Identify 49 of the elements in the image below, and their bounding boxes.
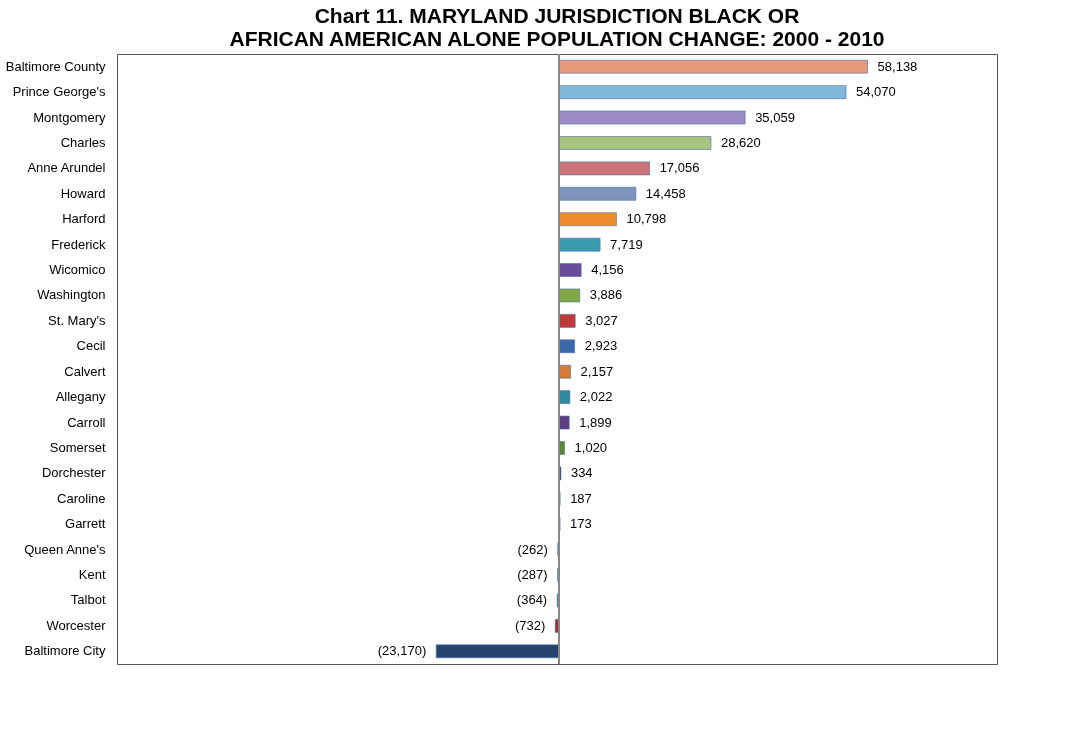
- data-label: 2,923: [584, 338, 618, 354]
- data-label: 2,022: [579, 389, 613, 405]
- y-tick-label: Washington: [37, 287, 106, 303]
- chart-title: Chart 11. MARYLAND JURISDICTION BLACK OR AFRICAN AMERICAN ALONE POPULATION CHANGE: 2000 - 2010: [229, 3, 885, 50]
- y-tick-label: Cecil: [76, 338, 106, 354]
- y-tick-label: Queen Anne's: [24, 541, 106, 557]
- data-label: 334: [570, 465, 593, 481]
- data-label: 10,798: [626, 211, 667, 227]
- data-label: 4,156: [591, 262, 624, 278]
- data-label: (262): [517, 541, 548, 557]
- y-tick-label: Kent: [78, 567, 106, 583]
- y-tick-label: Baltimore County: [5, 58, 106, 74]
- y-tick-label: Carroll: [67, 414, 106, 430]
- data-label: 1,020: [574, 439, 608, 455]
- data-label: 1,899: [579, 414, 612, 430]
- data-label: 187: [570, 490, 592, 506]
- data-label: 3,027: [585, 312, 618, 328]
- data-label: (23,170): [377, 643, 427, 659]
- data-label: 7,719: [610, 236, 643, 252]
- data-label: 173: [570, 516, 592, 532]
- y-tick-label: Worcester: [46, 617, 107, 633]
- y-tick-label: Baltimore City: [24, 643, 106, 659]
- y-tick-label: St. Mary's: [48, 312, 106, 328]
- y-tick-label: Harford: [62, 211, 106, 227]
- data-label: 58,138: [877, 58, 918, 74]
- y-tick-label: Anne Arundel: [27, 160, 106, 176]
- data-label: 54,070: [856, 84, 896, 100]
- y-tick-label: Prince George's: [12, 84, 106, 100]
- y-tick-label: Calvert: [64, 363, 106, 379]
- y-tick-label: Talbot: [70, 592, 106, 608]
- y-tick-label: Dorchester: [41, 465, 107, 481]
- y-tick-label: Caroline: [57, 490, 106, 506]
- data-label: 14,458: [645, 185, 686, 201]
- y-tick-label: Frederick: [51, 236, 106, 252]
- data-label: 17,056: [659, 160, 700, 176]
- y-tick-label: Charles: [60, 134, 106, 150]
- y-tick-label: Howard: [60, 185, 106, 201]
- y-tick-label: Garrett: [65, 516, 106, 532]
- data-label: (364): [516, 592, 548, 608]
- data-label: (287): [517, 567, 548, 583]
- y-tick-label: Somerset: [49, 439, 106, 455]
- data-label: 35,059: [755, 109, 795, 125]
- data-label: 2,157: [580, 363, 614, 379]
- y-tick-label: Montgomery: [33, 109, 106, 125]
- y-tick-label: Allegany: [55, 389, 106, 405]
- y-tick-label: Wicomico: [49, 262, 106, 278]
- data-label: (732): [514, 617, 546, 633]
- data-label: 28,620: [720, 134, 761, 150]
- data-label: 3,886: [589, 287, 623, 303]
